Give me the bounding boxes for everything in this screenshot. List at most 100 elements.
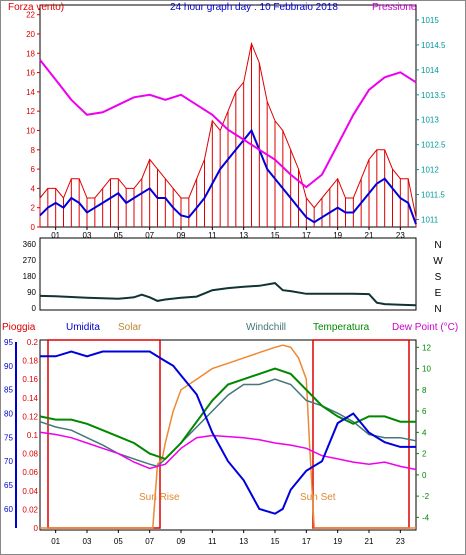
- temperature-tick-label: 6: [422, 407, 427, 416]
- rain-tick-label: 0.12: [22, 412, 38, 421]
- humidity-tick-label: 80: [4, 410, 13, 419]
- wind-direction-line: [39, 282, 417, 307]
- time-tick-label: 15: [271, 231, 280, 240]
- pressure-tick-label: 1014: [421, 66, 439, 75]
- pressure-tick-label: 1013.5: [421, 91, 446, 100]
- time-tick-label: 03: [83, 231, 92, 240]
- temperature-tick-label: 4: [422, 428, 427, 437]
- pressure-tick-label: 1014.5: [421, 41, 446, 50]
- time-tick-label: 13: [239, 231, 248, 240]
- dew-point-label: Dew Point (°C): [392, 322, 458, 333]
- wind-speed-axis-label: Forza vento): [8, 2, 64, 13]
- wind-speed-ticks: 0 2 4 6 8 10 12 14 16 18 20 22: [26, 11, 40, 232]
- direction-tick-label: 90: [27, 288, 36, 297]
- time-tick-label: 13: [239, 537, 248, 546]
- windchill-label: Windchill: [246, 322, 286, 333]
- time-tick-label: 21: [365, 231, 374, 240]
- wind-speed-tick-label: 6: [31, 165, 36, 174]
- wind-speed-tick-label: 2: [31, 204, 36, 213]
- time-tick-label: 19: [333, 537, 342, 546]
- humidity-label: Umidita: [66, 322, 100, 333]
- compass-label: S: [435, 272, 442, 283]
- weather-series: [39, 344, 417, 529]
- temperature-ticks: -4 -2 0 2 4 6 8 10 12: [416, 343, 431, 522]
- rain-tick-label: 0.1: [27, 431, 39, 440]
- sunrise-annotation: Sun Rise: [139, 492, 180, 503]
- pressure-tick-label: 1012.5: [421, 141, 446, 150]
- direction-tick-label: 270: [23, 256, 37, 265]
- compass-label: E: [435, 288, 442, 299]
- wind-speed-tick-label: 4: [31, 184, 36, 193]
- time-tick-label: 07: [145, 231, 154, 240]
- wind-speed-tick-label: 0: [31, 223, 36, 232]
- time-tick-label: 01: [51, 231, 60, 240]
- wind-direction-plot-frame: [39, 237, 417, 311]
- time-tick-label: 03: [83, 537, 92, 546]
- rain-tick-label: 0.02: [22, 505, 38, 514]
- temperature-label: Temperatura: [313, 322, 370, 333]
- wind-speed-tick-label: 18: [26, 49, 35, 58]
- time-tick-label: 01: [51, 537, 60, 546]
- pressure-tick-label: 1013: [421, 116, 439, 125]
- time-tick-label: 15: [271, 537, 280, 546]
- chart-title: 24 hour graph day : 10 Febbraio 2018: [170, 2, 338, 13]
- time-tick-label: 17: [302, 231, 311, 240]
- time-tick-label: 05: [114, 231, 123, 240]
- humidity-line: [40, 350, 416, 515]
- compass-label: W: [433, 256, 443, 267]
- windchill-line: [39, 378, 417, 468]
- wind-speed-tick-label: 20: [26, 30, 35, 39]
- pressure-tick-label: 1011: [421, 216, 439, 225]
- time-tick-label: 07: [145, 537, 154, 546]
- wind-speed-tick-label: 14: [26, 88, 35, 97]
- time-tick-label: 17: [302, 537, 311, 546]
- humidity-tick-label: 65: [4, 481, 13, 490]
- temperature-tick-label: -2: [422, 492, 430, 501]
- wind-direction-series: [39, 282, 417, 307]
- wind-speed-tick-label: 22: [26, 11, 35, 20]
- time-ticks: 01 03 05 07 09 11 13 15 17 19 21 23: [51, 530, 405, 546]
- rain-tick-label: 0.06: [22, 468, 38, 477]
- humidity-tick-label: 95: [4, 338, 13, 347]
- temperature-tick-label: 8: [422, 386, 427, 395]
- direction-degree-ticks: 360 270 180 90 0: [23, 240, 37, 313]
- wind-speed-tick-label: 10: [26, 126, 35, 135]
- weather-plot-frame: [39, 339, 417, 531]
- time-tick-label: 21: [365, 537, 374, 546]
- humidity-tick-label: 70: [4, 457, 13, 466]
- solar-line: [40, 344, 416, 529]
- temperature-tick-label: 0: [422, 471, 427, 480]
- temperature-tick-label: -4: [422, 513, 430, 522]
- temperature-tick-label: 12: [422, 343, 431, 352]
- humidity-tick-label: 90: [4, 362, 13, 371]
- wind-speed-tick-label: 12: [26, 107, 35, 116]
- compass-label: N: [434, 304, 441, 315]
- wind-speed-line: [39, 128, 417, 225]
- pressure-tick-label: 1015: [421, 16, 439, 25]
- direction-tick-label: 0: [32, 304, 37, 313]
- humidity-tick-label: 60: [4, 505, 13, 514]
- weather-panel: Pioggia Umidita Solar Windchill Temperat…: [2, 322, 458, 546]
- pressure-tick-label: 1011.5: [421, 191, 445, 200]
- time-tick-label: 09: [177, 537, 186, 546]
- time-tick-label: 11: [208, 537, 217, 546]
- solar-label: Solar: [118, 322, 142, 333]
- rain-axis-label: Pioggia: [2, 322, 36, 333]
- time-tick-label: 05: [114, 537, 123, 546]
- time-tick-label: 11: [208, 231, 217, 240]
- wind-pressure-series: [39, 41, 417, 227]
- temperature-tick-label: 2: [422, 450, 427, 459]
- time-ticks: 01 03 05 07 09 11 13 15 17 19 21 23: [51, 227, 405, 240]
- time-tick-label: 23: [396, 537, 405, 546]
- sunset-annotation: Sun Set: [300, 492, 336, 503]
- wind-speed-tick-label: 8: [31, 146, 36, 155]
- dew-point-line: [39, 431, 417, 471]
- time-tick-label: 19: [333, 231, 342, 240]
- temperature-tick-label: 10: [422, 365, 431, 374]
- direction-tick-label: 180: [23, 272, 37, 281]
- pressure-tick-label: 1012: [421, 166, 439, 175]
